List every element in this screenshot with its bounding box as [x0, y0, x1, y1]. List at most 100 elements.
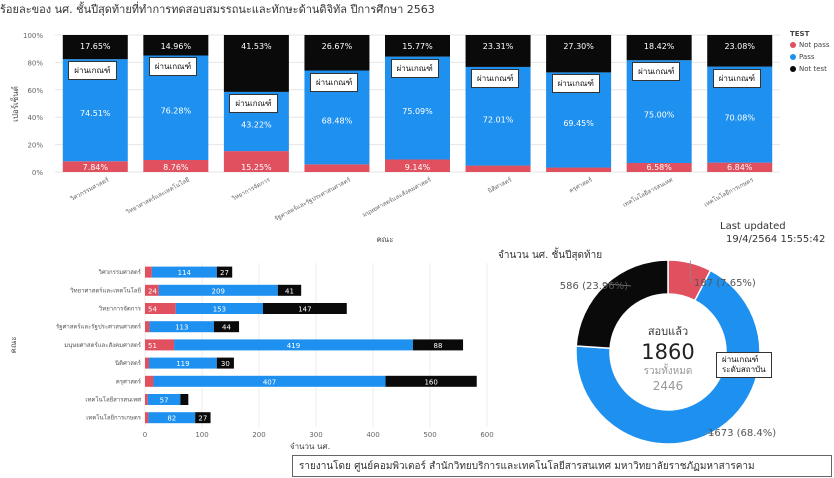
- data-label: 70.08%: [724, 114, 755, 123]
- donut-data-label: 187 (7.65%): [694, 278, 756, 289]
- data-label: 27: [198, 415, 207, 423]
- y-axis-label: เปอร์เซ็นต์: [10, 86, 20, 122]
- x-tick-label: 600: [480, 431, 493, 439]
- legend-label: Not test: [799, 65, 827, 73]
- bar-segment-not-test: [707, 35, 773, 67]
- legend-title: TEST: [790, 30, 810, 38]
- data-label: 17.65%: [80, 42, 111, 51]
- donut-title: จำนวน นศ. ชั้นปีสุดท้าย: [498, 250, 603, 261]
- bar-segment-not-test: [223, 35, 289, 92]
- chart-legend: TEST Not pass Pass Not test: [790, 30, 830, 77]
- pass-criteria-badge: ผ่านเกณฑ์: [68, 61, 117, 81]
- y-tick-label: เทคโนโลยีการเกษตร: [86, 414, 142, 422]
- y-tick-label: 20%: [27, 142, 43, 150]
- bar-segment-not-test: [385, 35, 450, 57]
- bar-segment-not-test: [195, 412, 211, 424]
- bar-segment-not-test: [262, 303, 347, 314]
- bar-segment-not-test: [62, 35, 128, 60]
- data-label: 44: [222, 324, 231, 332]
- bar-segment-not-pass: [145, 375, 154, 387]
- bar-segment-not-test: [465, 35, 531, 67]
- bar-segment-not-test: [626, 35, 692, 61]
- bar-segment-pass: [148, 357, 217, 369]
- data-label: 147: [298, 306, 311, 314]
- last-updated: Last updated 19/4/2564 15:55:42: [720, 220, 825, 246]
- data-label: 68.48%: [322, 116, 353, 125]
- leader-line: [603, 282, 632, 287]
- x-tick-label: 200: [252, 431, 265, 439]
- last-updated-label: Last updated: [720, 221, 786, 232]
- pass-criteria-badge: ผ่านเกณฑ์: [471, 68, 520, 88]
- legend-item-not-pass[interactable]: Not pass: [790, 41, 830, 49]
- y-tick-label: มนุษยศาสตร์และสังคมศาสตร์: [64, 341, 142, 349]
- x-tick-label: 0: [143, 431, 147, 439]
- leader-line: [689, 260, 692, 284]
- x-tick-label: 100: [195, 431, 208, 439]
- donut-data-label: 586 (23.96%): [560, 281, 628, 292]
- data-label: 6.58%: [646, 163, 672, 172]
- bar-segment-not-pass: [145, 303, 176, 314]
- bar-segment-not-test: [277, 284, 302, 296]
- chart-title: ร้อยละของ นศ. ชั้นปีสุดท้ายที่ทำการทดสอบ…: [0, 3, 435, 16]
- bar-segment-not-pass: [145, 394, 148, 405]
- bar-segment-not-pass: [145, 357, 149, 369]
- data-label: 14.96%: [161, 42, 192, 51]
- y-tick-label: 60%: [27, 87, 43, 95]
- y-tick-label: วิทยาศาสตร์และเทคโนโลยี: [70, 286, 141, 294]
- data-label: 72.01%: [483, 115, 514, 124]
- institution-pass-badge: ผ่านเกณฑ์ ระดับสถาบัน: [716, 352, 772, 378]
- donut-total-value: 2446: [652, 379, 684, 393]
- data-label: 76.28%: [161, 107, 192, 116]
- bar-segment-not-pass: [385, 159, 450, 172]
- bar-segment-pass: [149, 321, 214, 333]
- badge-line-2: ระดับสถาบัน: [722, 365, 766, 374]
- legend-item-pass[interactable]: Pass: [790, 53, 830, 61]
- data-label: 24: [148, 287, 157, 295]
- donut-center-value: 1860: [641, 340, 695, 364]
- bar-segment-pass: [147, 394, 181, 405]
- data-label: 54: [148, 306, 157, 314]
- bar-segment-not-pass: [145, 284, 159, 296]
- donut-center: สอบแล้ว 1860 รวมทั้งหมด 2446: [618, 322, 718, 393]
- y-tick-label: 100%: [23, 32, 43, 40]
- bar-segment-not-test: [385, 375, 477, 387]
- bar-segment-not-pass: [546, 167, 612, 172]
- x-axis-label: คณะ: [376, 235, 393, 244]
- bar-segment-pass: [153, 375, 386, 387]
- bar-segment-not-pass: [145, 339, 175, 351]
- donut-data-label: 1673 (68.4%): [708, 428, 776, 439]
- data-label: 27.30%: [563, 42, 594, 51]
- bar-segment-not-pass: [626, 162, 692, 172]
- data-label: 23.08%: [724, 42, 755, 51]
- y-tick-label: ครุศาสตร์: [116, 377, 142, 385]
- data-label: 75.09%: [402, 107, 433, 116]
- x-tick-label: 500: [423, 431, 436, 439]
- y-tick-label: 80%: [27, 59, 43, 67]
- pass-criteria-badge: ผ่านเกณฑ์: [229, 93, 278, 113]
- data-label: 51: [148, 342, 157, 350]
- legend-dot-icon: [790, 66, 796, 72]
- data-label: 153: [213, 306, 226, 314]
- donut-total-label: รวมทั้งหมด: [643, 366, 693, 377]
- bar-segment-not-pass: [145, 266, 152, 278]
- y-tick-label: เทคโนโลยีสารสนเทศ: [85, 396, 141, 404]
- bar-segment-not-test: [546, 35, 612, 73]
- bar-segment-not-test: [304, 35, 370, 71]
- data-label: 15.25%: [241, 163, 272, 172]
- donut-center-label: สอบแล้ว: [647, 325, 689, 338]
- legend-item-not-test[interactable]: Not test: [790, 65, 830, 73]
- data-label: 7.84%: [83, 163, 109, 172]
- bar-segment-not-pass: [223, 151, 289, 172]
- y-tick-label: 0%: [32, 169, 43, 177]
- bar-segment-not-pass: [304, 164, 370, 172]
- bar-segment-pass: [151, 266, 217, 278]
- bar-segment-not-test: [213, 321, 240, 333]
- data-label: 113: [175, 324, 188, 332]
- legend-dot-icon: [790, 54, 796, 60]
- bar-segment-pass: [175, 303, 263, 314]
- bar-segment-not-pass: [707, 162, 773, 172]
- data-label: 82: [167, 415, 176, 423]
- leader-line: [704, 432, 715, 435]
- bar-segment-not-pass: [143, 159, 209, 172]
